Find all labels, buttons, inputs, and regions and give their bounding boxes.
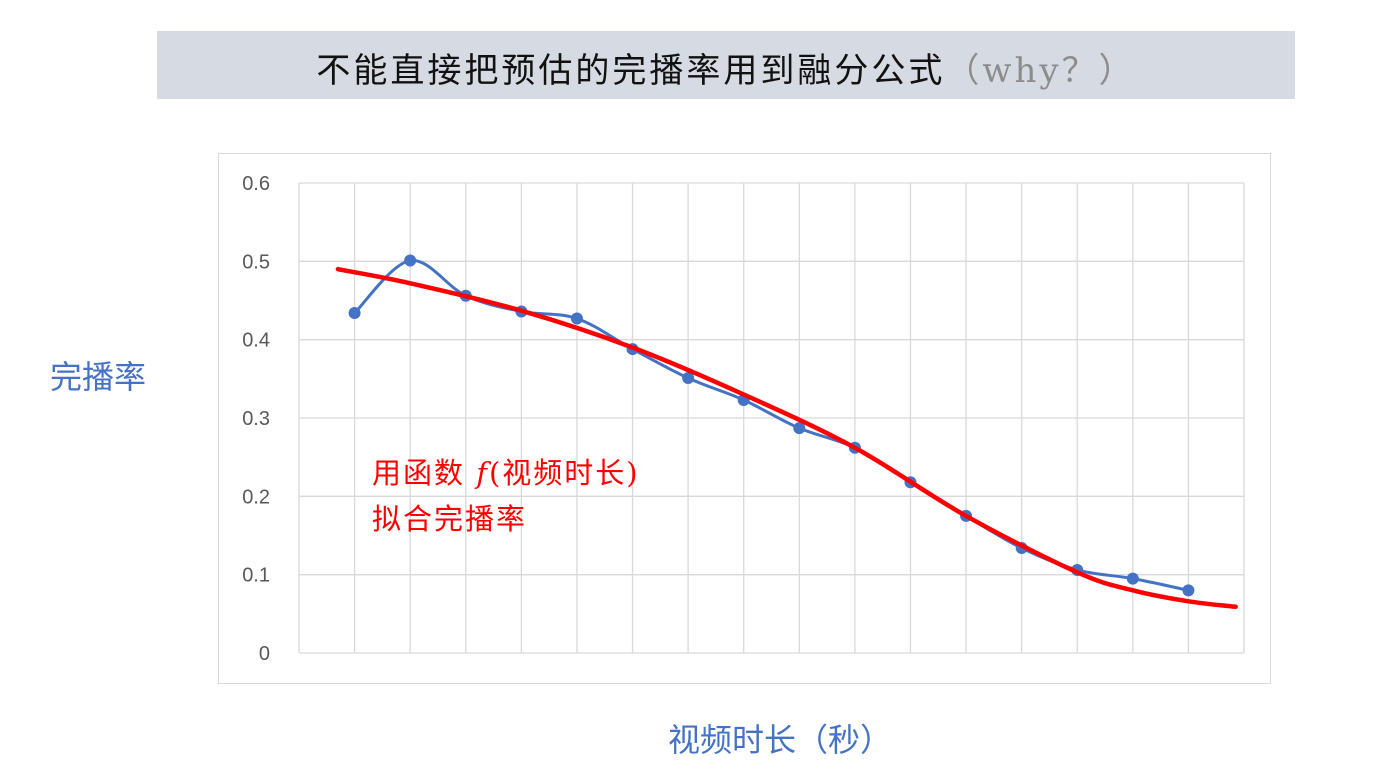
data-point — [1182, 584, 1195, 597]
y-axis-label: 完播率 — [50, 358, 147, 396]
data-point — [404, 254, 417, 267]
chart-frame — [218, 153, 1271, 684]
slide-title: 不能直接把预估的完播率用到融分公式（why？） — [157, 43, 1295, 92]
data-point — [793, 422, 806, 435]
data-point — [682, 372, 695, 385]
data-point — [1126, 572, 1139, 585]
y-tick-label: 0.1 — [242, 565, 270, 587]
data-point — [348, 307, 361, 320]
title-banner: 不能直接把预估的完播率用到融分公式（why？） — [157, 31, 1295, 99]
annotation-line-1: 用函数 f(视频时长) — [372, 450, 640, 496]
title-question: （why？） — [945, 51, 1136, 91]
annotation-prefix: 用函数 — [372, 456, 477, 490]
y-tick-label: 0 — [259, 643, 270, 665]
y-tick-label: 0.5 — [242, 251, 270, 273]
x-axis-label: 视频时长（秒） — [668, 721, 893, 759]
y-tick-label: 0.4 — [242, 330, 270, 352]
y-tick-label: 0.3 — [242, 408, 270, 430]
fit-annotation: 用函数 f(视频时长) 拟合完播率 — [372, 450, 640, 542]
y-tick-label: 0.6 — [242, 173, 270, 195]
annotation-suffix: (视频时长) — [488, 456, 640, 490]
annotation-func: f — [476, 456, 489, 490]
data-point — [570, 312, 583, 325]
annotation-line-2: 拟合完播率 — [372, 502, 528, 536]
title-text: 不能直接把预估的完播率用到融分公式 — [316, 51, 946, 91]
fit-curve — [335, 266, 1238, 610]
y-tick-label: 0.2 — [242, 486, 270, 508]
